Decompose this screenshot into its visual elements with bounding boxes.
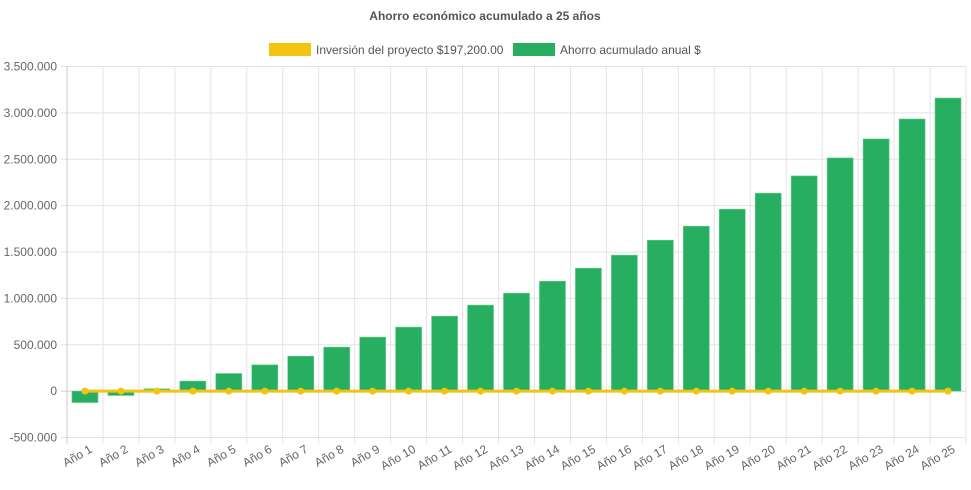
bar-savings <box>431 315 458 392</box>
investment-point <box>333 387 341 395</box>
investment-point <box>441 387 449 395</box>
bar-savings <box>467 304 494 392</box>
investment-point <box>225 387 233 395</box>
legend-label-investment: Inversión del proyecto $197,200.00 <box>316 43 504 57</box>
legend-swatch-investment <box>269 43 311 56</box>
bar-savings <box>934 97 962 392</box>
x-tick-label: Año 3 <box>132 442 166 470</box>
bar-savings <box>898 118 926 392</box>
investment-point <box>908 387 916 395</box>
investment-point <box>153 387 161 395</box>
bar-savings <box>251 364 279 392</box>
investment-point <box>117 387 125 395</box>
x-tick-label: Año 23 <box>846 442 886 473</box>
y-tick-label: 3.000.000 <box>4 106 58 120</box>
investment-point <box>836 387 844 395</box>
bar-savings <box>718 208 746 392</box>
bar-savings <box>862 138 890 392</box>
investment-point <box>584 387 592 395</box>
investment-point <box>369 387 377 395</box>
investment-point <box>261 387 269 395</box>
x-tick-label: Año 10 <box>378 442 418 473</box>
x-tick-label: Año 11 <box>415 442 454 473</box>
x-tick-label: Año 21 <box>774 442 814 473</box>
x-tick-label: Año 8 <box>312 442 346 470</box>
x-axis: Año 1 Año 2 Año 3 Año 4 Año 5 Año 6 Año 7 Año 8… <box>60 442 957 473</box>
x-tick-label: Año 19 <box>702 442 742 473</box>
investment-point <box>477 387 485 395</box>
bar-savings <box>539 280 566 392</box>
bar-savings <box>287 355 315 392</box>
y-tick-label: -500.000 <box>10 431 58 445</box>
legend-swatch-savings <box>513 43 555 56</box>
bar-savings <box>359 336 386 392</box>
x-tick-label: Año 15 <box>558 442 598 473</box>
y-tick-label: 500.000 <box>14 338 58 352</box>
bar-savings <box>323 346 351 392</box>
x-tick-label: Año 4 <box>168 442 202 470</box>
investment-point <box>620 387 628 395</box>
legend: Inversión del proyecto $197,200.00 Ahorr… <box>269 43 701 57</box>
x-tick-label: Año 6 <box>240 442 274 470</box>
investment-point <box>405 387 413 395</box>
y-tick-label: 3.500.000 <box>4 60 58 74</box>
bar-savings <box>647 239 674 392</box>
chart-title: Ahorro económico acumulado a 25 años <box>369 9 601 23</box>
x-tick-label: Año 13 <box>486 442 526 473</box>
y-tick-label: 2.000.000 <box>4 199 58 213</box>
grid <box>61 66 967 444</box>
x-tick-label: Año 22 <box>810 442 850 473</box>
legend-item-savings[interactable]: Ahorro acumulado anual $ <box>513 43 701 57</box>
investment-point <box>656 387 664 395</box>
y-tick-label: 1.500.000 <box>4 245 58 259</box>
x-tick-label: Año 17 <box>630 442 670 473</box>
y-tick-label: 2.500.000 <box>4 152 58 166</box>
investment-point <box>764 387 772 395</box>
bars <box>71 97 962 403</box>
x-tick-label: Año 16 <box>594 442 634 473</box>
bar-savings <box>503 292 530 392</box>
y-tick-label: 0 <box>50 384 57 398</box>
bar-savings <box>611 254 638 392</box>
legend-label-savings: Ahorro acumulado anual $ <box>560 43 701 57</box>
x-tick-label: Año 7 <box>276 442 310 470</box>
investment-point <box>872 387 880 395</box>
x-tick-label: Año 20 <box>738 442 778 473</box>
y-axis: -500.000 0 500.000 1.000.000 1.500.000 2.000.… <box>4 60 58 445</box>
x-tick-label: Año 1 <box>60 442 94 470</box>
investment-point <box>944 387 952 395</box>
investment-point <box>692 387 700 395</box>
x-tick-label: Año 9 <box>348 442 382 470</box>
bar-savings <box>790 175 818 392</box>
bar-savings <box>754 192 782 392</box>
bar-savings <box>575 267 602 392</box>
investment-line <box>81 387 952 395</box>
x-tick-label: Año 25 <box>918 442 958 473</box>
y-tick-label: 1.000.000 <box>4 291 58 305</box>
investment-point <box>297 387 305 395</box>
bar-savings <box>826 157 854 392</box>
x-tick-label: Año 2 <box>96 442 130 470</box>
x-tick-label: Año 12 <box>450 442 490 473</box>
x-tick-label: Año 5 <box>204 442 238 470</box>
investment-point <box>81 387 89 395</box>
bar-savings <box>682 225 710 392</box>
investment-point <box>548 387 556 395</box>
investment-point <box>728 387 736 395</box>
bar-savings <box>395 326 422 392</box>
investment-point <box>189 387 197 395</box>
x-tick-label: Año 24 <box>882 442 922 473</box>
x-tick-label: Año 14 <box>522 442 562 473</box>
legend-item-investment[interactable]: Inversión del proyecto $197,200.00 <box>269 43 504 57</box>
x-tick-label: Año 18 <box>666 442 706 473</box>
investment-point <box>513 387 520 395</box>
investment-point <box>800 387 808 395</box>
